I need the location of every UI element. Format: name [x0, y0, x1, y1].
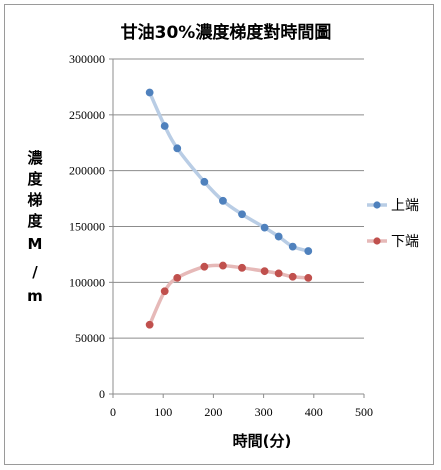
data-point [260, 223, 269, 232]
data-point [219, 196, 227, 205]
data-point [200, 177, 209, 186]
y-axis-label-char: 濃 [27, 149, 43, 167]
plot-area [145, 88, 313, 329]
y-axis-label-char: 梯 [27, 191, 42, 209]
data-point [145, 88, 154, 97]
data-point [145, 320, 154, 329]
y-tick-label: 0 [99, 387, 105, 401]
x-tick-label: 0 [110, 405, 116, 419]
data-point [160, 287, 169, 296]
data-point [219, 261, 227, 270]
data-point [260, 267, 269, 276]
x-tick-label: 300 [255, 405, 273, 419]
legend-label: 下端 [391, 234, 419, 250]
series-line-1 [147, 90, 311, 253]
x-axis-label: 時間(分) [233, 432, 292, 450]
data-point [238, 210, 246, 219]
y-axis-label-char: 度 [27, 170, 43, 188]
grid [113, 58, 364, 339]
y-axis-label-char: m [27, 287, 43, 305]
data-point [274, 269, 283, 278]
y-tick-label: 150000 [69, 220, 105, 234]
x-tick-label: 200 [204, 405, 222, 419]
y-tick-label: 200000 [69, 164, 105, 178]
y-tick-label: 100000 [69, 275, 105, 289]
legend-marker [373, 201, 381, 209]
data-point [274, 232, 283, 241]
y-tick-label: 250000 [69, 108, 105, 122]
chart-title: 甘油30%濃度梯度對時間圖 [121, 22, 332, 43]
chart-frame [4, 4, 434, 465]
x-tick-label: 500 [355, 405, 373, 419]
y-axis-label-char: M [28, 235, 43, 253]
x-tick-label: 100 [154, 405, 172, 419]
legend-label: 上端 [391, 198, 419, 214]
y-tick-label: 50000 [75, 331, 105, 345]
data-point [288, 242, 297, 251]
data-point [173, 144, 182, 153]
series-line-2 [147, 263, 311, 327]
legend-marker [373, 237, 381, 245]
data-point [173, 273, 182, 282]
y-axis-label-char: 度 [27, 212, 43, 230]
data-point [160, 122, 169, 130]
data-point [288, 272, 297, 281]
data-point [238, 263, 246, 272]
x-tick-label: 400 [305, 405, 323, 419]
data-point [304, 247, 313, 255]
y-axis-label-char: / [32, 263, 38, 281]
data-point [304, 273, 313, 282]
y-tick-label: 300000 [69, 52, 105, 66]
axes: 0 50000 100000 150000 200000 250000 300000 0 100… [69, 52, 373, 419]
data-point [200, 262, 209, 271]
